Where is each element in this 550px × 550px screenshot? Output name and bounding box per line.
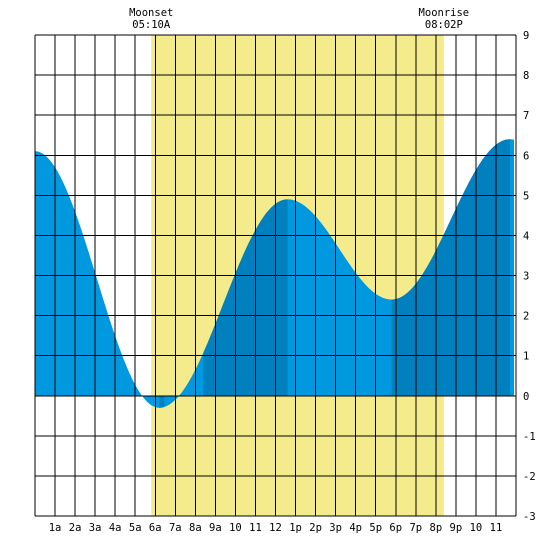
tide-area-dark-0: [159, 395, 165, 408]
y-tick-label: -2: [523, 471, 536, 483]
x-tick-label: 4a: [109, 522, 122, 534]
x-tick-label: 11: [249, 522, 262, 534]
chart-grid: [34, 34, 517, 517]
y-tick-label: 4: [523, 230, 529, 242]
x-tick-label: 5p: [369, 522, 382, 534]
x-tick-label: 7p: [409, 522, 422, 534]
x-tick-label: 9a: [209, 522, 222, 534]
y-tick-label: -1: [523, 431, 536, 443]
x-tick-label: 5a: [129, 522, 142, 534]
y-tick-label: 2: [523, 311, 529, 323]
x-axis-ticks: 1a 2a 3a 4a 5a 6a 7a 8a 9a 10 11 12 1p 2p 3p 4p 5p 6p 7p 8p…: [49, 522, 503, 534]
x-tick-label: 4p: [349, 522, 362, 534]
x-tick-label: 12: [269, 522, 282, 534]
moonrise-label: Moonrise: [419, 7, 470, 19]
y-tick-label: 8: [523, 70, 529, 82]
x-tick-label: 10: [470, 522, 483, 534]
moonset-label: Moonset: [129, 7, 173, 19]
x-tick-label: 3p: [329, 522, 342, 534]
y-tick-label: 6: [523, 150, 529, 162]
y-tick-label: 3: [523, 271, 529, 283]
y-tick-label: 7: [523, 110, 529, 122]
tide-area-dark-2: [391, 139, 510, 396]
y-tick-label: -3: [523, 511, 536, 523]
x-tick-label: 11: [490, 522, 503, 534]
x-tick-label: 7a: [169, 522, 182, 534]
tide-area-dark-1: [203, 199, 288, 396]
y-axis-ticks: -3 -2 -1 0 1 2 3 4 5 6 7 8 9: [523, 30, 536, 523]
x-tick-label: 10: [229, 522, 242, 534]
x-tick-label: 2p: [309, 522, 322, 534]
y-tick-label: 9: [523, 30, 529, 42]
x-tick-label: 1p: [289, 522, 302, 534]
moonrise-time: 08:02P: [425, 19, 463, 31]
x-tick-label: 1a: [49, 522, 62, 534]
x-tick-label: 3a: [89, 522, 102, 534]
x-tick-label: 9p: [450, 522, 463, 534]
y-tick-label: 0: [523, 391, 529, 403]
x-tick-label: 6p: [389, 522, 402, 534]
x-tick-label: 6a: [149, 522, 162, 534]
y-tick-label: 5: [523, 190, 529, 202]
y-tick-label: 1: [523, 351, 529, 363]
moonset-time: 05:10A: [132, 19, 171, 31]
tide-area: [35, 139, 514, 408]
x-tick-label: 2a: [69, 522, 82, 534]
x-tick-label: 8a: [189, 522, 202, 534]
x-tick-label: 8p: [430, 522, 443, 534]
